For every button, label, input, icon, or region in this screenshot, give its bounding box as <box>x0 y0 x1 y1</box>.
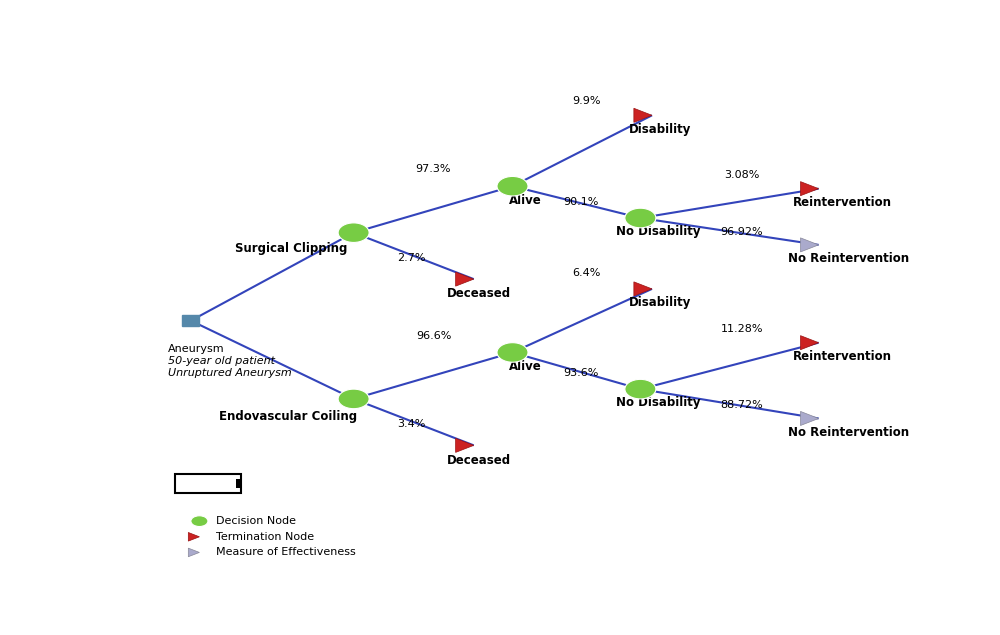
Polygon shape <box>188 548 199 557</box>
Text: 96.92%: 96.92% <box>721 227 763 237</box>
Text: Endovascular Coiling: Endovascular Coiling <box>219 410 357 423</box>
Text: Decision Node: Decision Node <box>216 516 296 526</box>
Polygon shape <box>800 238 819 252</box>
Circle shape <box>497 343 528 362</box>
Text: Unruptured Aneurysm: Unruptured Aneurysm <box>168 368 291 378</box>
Text: 90.1%: 90.1% <box>563 197 598 207</box>
Polygon shape <box>456 438 474 452</box>
Text: Aneurysm: Aneurysm <box>168 344 224 354</box>
Text: 93.6%: 93.6% <box>563 368 598 378</box>
Text: 3.08%: 3.08% <box>724 170 760 180</box>
Circle shape <box>338 389 369 409</box>
Polygon shape <box>188 533 199 541</box>
Text: Alive: Alive <box>509 360 541 373</box>
Circle shape <box>625 208 656 228</box>
Polygon shape <box>800 336 819 350</box>
Circle shape <box>625 379 656 399</box>
Polygon shape <box>634 282 652 296</box>
Bar <box>236 479 241 488</box>
Text: Disability: Disability <box>629 297 691 309</box>
Text: 3.4%: 3.4% <box>398 419 426 429</box>
Text: 50-year old patient: 50-year old patient <box>168 356 275 366</box>
Text: Measure of Effectiveness: Measure of Effectiveness <box>216 547 356 558</box>
Text: 88.72%: 88.72% <box>721 399 763 410</box>
Text: 9.9%: 9.9% <box>573 95 601 105</box>
Text: No Disability: No Disability <box>616 225 701 238</box>
Text: Deceased: Deceased <box>447 288 511 300</box>
Polygon shape <box>800 182 819 196</box>
Polygon shape <box>456 272 474 286</box>
Bar <box>182 316 199 326</box>
Text: Surgical Clipping: Surgical Clipping <box>235 243 348 255</box>
Polygon shape <box>634 109 652 123</box>
Text: Termination Node: Termination Node <box>216 531 315 542</box>
Polygon shape <box>800 411 819 425</box>
Text: Deceased: Deceased <box>447 453 511 467</box>
Text: Alive: Alive <box>509 194 541 206</box>
Circle shape <box>338 223 369 243</box>
Text: No Reintervention: No Reintervention <box>788 252 909 265</box>
Text: Disability: Disability <box>629 123 691 136</box>
Circle shape <box>191 516 208 526</box>
Text: 96.6%: 96.6% <box>416 331 451 341</box>
Text: 6.4%: 6.4% <box>573 268 601 278</box>
Bar <box>175 474 241 493</box>
Text: Reintervention: Reintervention <box>793 196 892 209</box>
Text: No Disability: No Disability <box>616 396 701 410</box>
Text: 11.28%: 11.28% <box>721 324 763 334</box>
Text: 97.3%: 97.3% <box>416 164 451 174</box>
Text: 2.7%: 2.7% <box>398 253 426 263</box>
Circle shape <box>497 177 528 196</box>
Text: No Reintervention: No Reintervention <box>788 426 909 439</box>
Text: Reintervention: Reintervention <box>793 350 892 363</box>
